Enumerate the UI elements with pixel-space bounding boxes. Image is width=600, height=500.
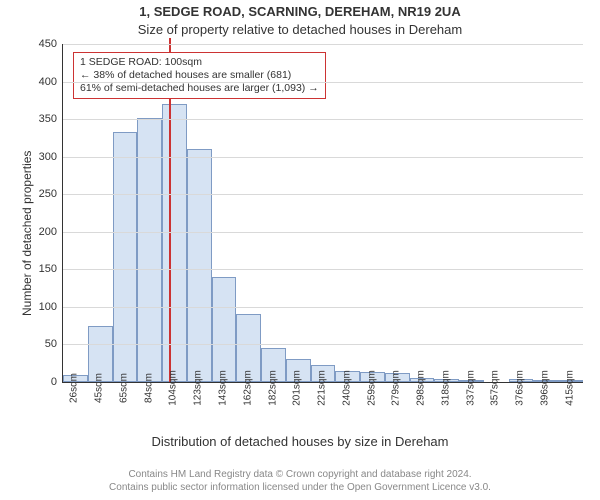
x-tick-label: 162sqm	[242, 370, 253, 406]
gridline	[63, 44, 583, 45]
x-tick-label: 221sqm	[317, 370, 328, 406]
x-tick-label: 26sqm	[69, 373, 80, 403]
bar	[162, 104, 187, 382]
x-tick-label: 298sqm	[416, 370, 427, 406]
y-tick-label: 350	[39, 113, 57, 125]
x-tick-label: 279sqm	[391, 370, 402, 406]
figure: { "chart": { "type": "histogram", "title…	[0, 0, 600, 500]
x-tick-label: 201sqm	[292, 370, 303, 406]
bar	[212, 277, 237, 382]
y-tick-label: 400	[39, 76, 57, 88]
gridline	[63, 194, 583, 195]
y-tick-label: 200	[39, 226, 57, 238]
gridline	[63, 344, 583, 345]
gridline	[63, 82, 583, 83]
gridline	[63, 269, 583, 270]
y-tick-label: 250	[39, 188, 57, 200]
x-tick-label: 318sqm	[440, 370, 451, 406]
x-tick-label: 357sqm	[490, 370, 501, 406]
x-tick-label: 259sqm	[366, 370, 377, 406]
title-subtitle: Size of property relative to detached ho…	[0, 22, 600, 37]
y-tick-label: 300	[39, 151, 57, 163]
gridline	[63, 157, 583, 158]
gridline	[63, 307, 583, 308]
x-tick-label: 123sqm	[193, 370, 204, 406]
x-tick-label: 143sqm	[217, 370, 228, 406]
y-axis-label: Number of detached properties	[20, 151, 34, 316]
footer-line-2: Contains public sector information licen…	[10, 482, 590, 495]
annotation-box: 1 SEDGE ROAD: 100sqm ← 38% of detached h…	[73, 52, 326, 99]
x-axis-label: Distribution of detached houses by size …	[0, 434, 600, 449]
y-tick-label: 150	[39, 263, 57, 275]
gridline	[63, 232, 583, 233]
attribution-footer: Contains HM Land Registry data © Crown c…	[10, 469, 590, 494]
x-tick-label: 240sqm	[341, 370, 352, 406]
gridline	[63, 119, 583, 120]
y-tick-label: 50	[45, 338, 57, 350]
x-tick-label: 65sqm	[118, 373, 129, 403]
x-tick-label: 45sqm	[94, 373, 105, 403]
y-tick-label: 450	[39, 38, 57, 50]
x-tick-label: 396sqm	[539, 370, 550, 406]
title-address: 1, SEDGE ROAD, SCARNING, DEREHAM, NR19 2…	[0, 4, 600, 19]
x-tick-label: 84sqm	[143, 373, 154, 403]
bar	[187, 149, 212, 382]
y-tick-label: 0	[51, 376, 57, 388]
x-tick-label: 415sqm	[564, 370, 575, 406]
y-tick-label: 100	[39, 301, 57, 313]
x-tick-label: 337sqm	[465, 370, 476, 406]
footer-line-1: Contains HM Land Registry data © Crown c…	[10, 469, 590, 482]
x-tick-label: 376sqm	[515, 370, 526, 406]
x-tick-label: 182sqm	[267, 370, 278, 406]
plot-area: 1 SEDGE ROAD: 100sqm ← 38% of detached h…	[62, 44, 583, 383]
x-tick-label: 104sqm	[168, 370, 179, 406]
